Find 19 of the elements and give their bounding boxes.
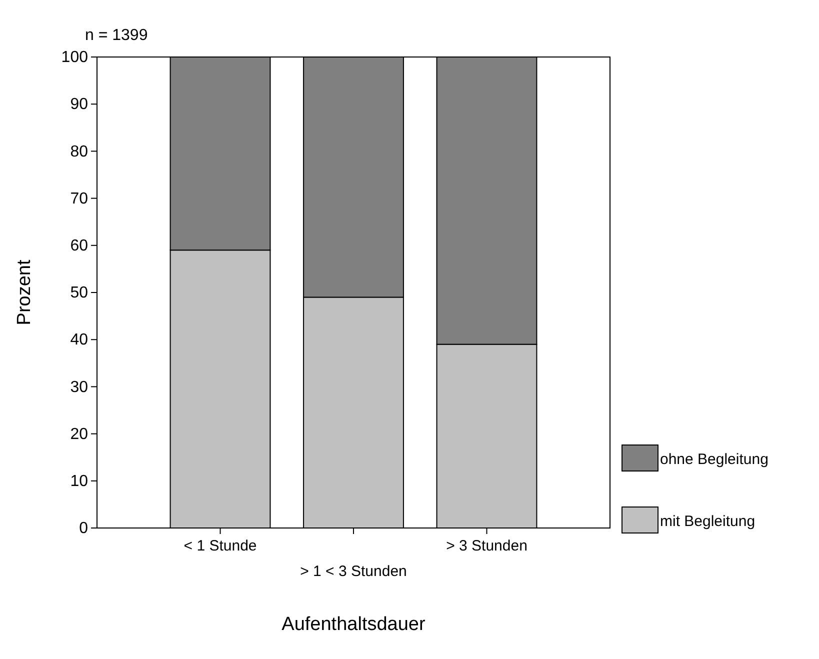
y-tick-label: 90 <box>70 96 88 114</box>
y-tick-label: 80 <box>70 143 88 160</box>
x-tick-label: < 1 Stunde <box>184 538 257 554</box>
x-axis-title: Aufenthaltsdauer <box>282 614 426 635</box>
y-tick-label: 40 <box>70 332 88 349</box>
y-axis-title: Prozent <box>14 259 35 326</box>
x-tick-label: > 3 Stunden <box>446 538 528 554</box>
legend-label: ohne Begleitung <box>660 451 768 468</box>
legend-label: mit Begleitung <box>660 513 756 530</box>
y-tick-label: 100 <box>61 49 88 66</box>
y-tick-label: 10 <box>70 473 88 490</box>
y-tick-label: 60 <box>70 238 88 255</box>
y-tick-label: 20 <box>70 426 88 443</box>
chart-subtitle: n = 1399 <box>85 27 148 44</box>
y-tick-label: 70 <box>70 190 88 208</box>
y-tick-label: 30 <box>70 378 88 396</box>
y-tick-label: 0 <box>79 520 88 538</box>
x-tick-label: > 1 < 3 Stunden <box>300 563 407 580</box>
y-tick-label: 50 <box>70 284 88 302</box>
